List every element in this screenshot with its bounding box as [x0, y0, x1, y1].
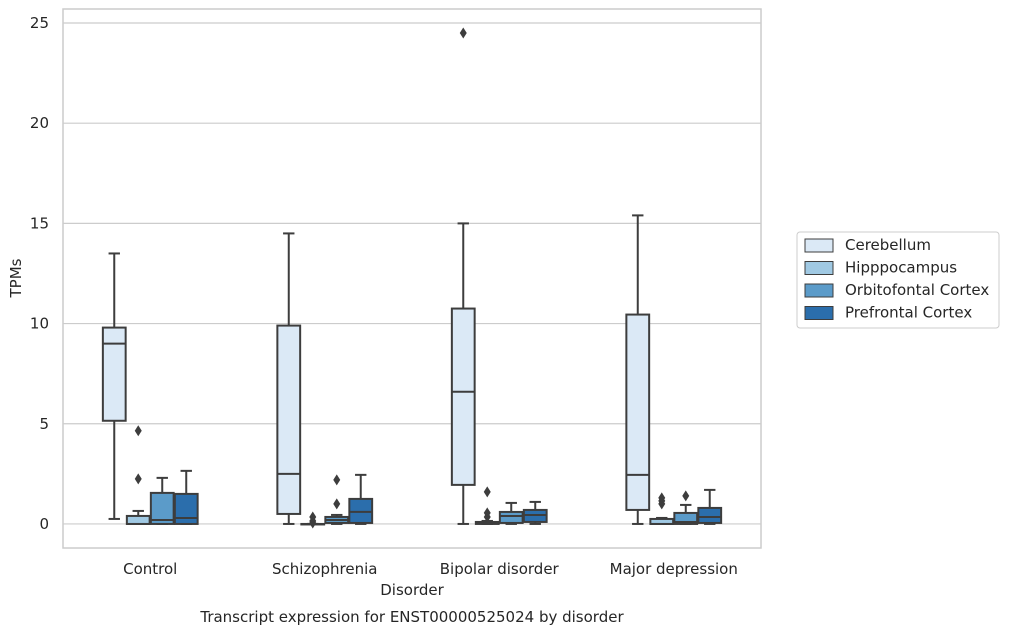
legend-swatch — [804, 283, 834, 298]
box-prefrontal-cortex — [697, 488, 723, 525]
x-tick-label: Major depression — [610, 560, 738, 578]
iqr-box — [450, 307, 476, 486]
iqr-box — [673, 511, 699, 525]
iqr-box — [149, 491, 175, 525]
box-plot-series — [101, 27, 723, 529]
y-tick-label: 15 — [30, 214, 49, 232]
outlier-point — [483, 486, 491, 498]
legend-label: Hipppocampus — [845, 259, 957, 277]
box-cerebellum — [101, 252, 127, 520]
legend-label: Prefrontal Cortex — [845, 304, 972, 322]
legend-label: Orbitofontal Cortex — [845, 281, 989, 299]
x-tick-label: Control — [123, 560, 177, 578]
y-tick-label: 20 — [30, 114, 49, 132]
box-orbitofontal-cortex — [149, 476, 175, 525]
y-axis-title: TPMs — [7, 258, 25, 298]
box-hipppocampus — [474, 486, 500, 525]
iqr-box — [125, 514, 151, 525]
outlier-point — [134, 473, 142, 485]
iqr-box — [625, 313, 651, 511]
legend-swatch — [804, 306, 834, 320]
outlier-point — [333, 498, 341, 510]
box-cerebellum — [625, 214, 651, 525]
box-prefrontal-cortex — [173, 469, 199, 525]
box-prefrontal-cortex — [522, 500, 548, 525]
box-cerebellum — [450, 27, 476, 525]
iqr-box — [522, 508, 548, 523]
outlier-point — [459, 27, 467, 39]
iqr-box — [697, 506, 723, 524]
x-tick-label: Schizophrenia — [272, 560, 377, 578]
box-cerebellum — [276, 232, 302, 525]
legend: Cerebellum Hipppocampus Orbitofontal Corte… — [796, 231, 1000, 329]
box-orbitofontal-cortex — [673, 490, 699, 525]
outlier-point — [682, 490, 690, 502]
y-axis-ticks: 0 5 10 15 20 25 — [30, 14, 49, 533]
outlier-point — [483, 507, 491, 519]
plot-frame — [62, 8, 762, 549]
iqr-box — [348, 497, 374, 524]
iqr-box — [101, 326, 127, 422]
outlier-point — [134, 425, 142, 437]
box-prefrontal-cortex — [348, 473, 374, 525]
iqr-box — [173, 492, 199, 525]
outlier-point — [309, 511, 317, 523]
y-tick-label: 0 — [39, 515, 49, 533]
legend-swatch — [804, 261, 834, 275]
outlier-point — [333, 474, 341, 486]
legend-label: Cerebellum — [845, 236, 931, 254]
x-axis-title: Disorder — [380, 581, 444, 599]
gridlines — [63, 22, 761, 525]
box-hipppocampus — [125, 425, 151, 525]
legend-frame — [796, 231, 1000, 329]
x-tick-label: Bipolar disorder — [440, 560, 560, 578]
x-axis-ticks: Control Schizophrenia Bipolar disorder Majo… — [123, 560, 738, 578]
iqr-box — [276, 324, 302, 515]
y-tick-label: 5 — [39, 415, 49, 433]
y-tick-label: 25 — [30, 14, 49, 32]
box-hipppocampus — [649, 492, 675, 525]
chart-caption: Transcript expression for ENST0000052502… — [199, 608, 624, 626]
box-orbitofontal-cortex — [498, 501, 524, 525]
box-orbitofontal-cortex — [324, 474, 350, 525]
box-hipppocampus — [300, 511, 326, 529]
outlier-point — [658, 492, 666, 504]
legend-swatch — [804, 238, 834, 253]
iqr-box — [498, 510, 524, 524]
y-tick-label: 10 — [30, 315, 49, 333]
